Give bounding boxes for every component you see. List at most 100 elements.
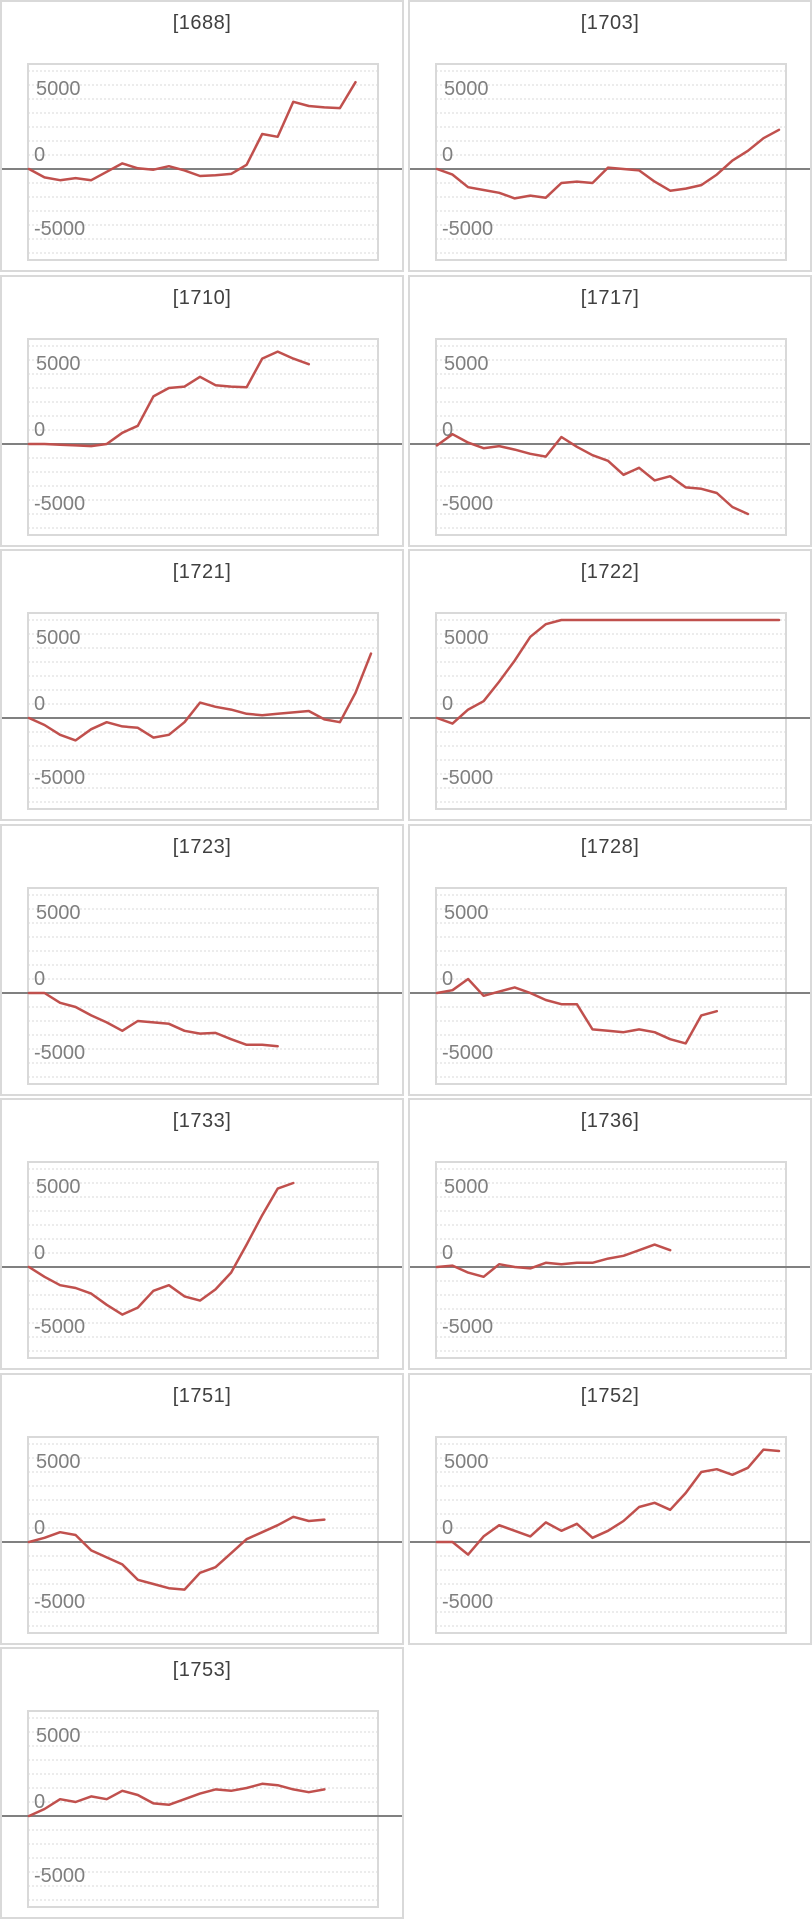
y-tick-label: 0 (34, 968, 45, 990)
series-line (27, 1782, 326, 1818)
series-line (27, 652, 373, 742)
chart-panel: [1733] 5000 0 -5000 (0, 1098, 404, 1370)
series-line (27, 1181, 295, 1316)
y-tick-label: -5000 (34, 1316, 85, 1338)
chart-svg: 5000 0 -5000 (2, 1161, 402, 1359)
chart-title: [1722] (580, 561, 640, 583)
chart-title: [1728] (580, 835, 640, 858)
y-tick-label: 0 (34, 1791, 45, 1813)
chart-svg: 5000 0 -5000 (410, 612, 810, 810)
y-tick-label: 0 (442, 144, 453, 166)
chart-title: [1753] (172, 1659, 232, 1681)
chart-svg: 5000 0 -5000 (410, 63, 810, 261)
chart-title: [1710] (172, 286, 232, 309)
chart-svg: 5000 0 -5000 (410, 1161, 810, 1359)
y-tick-label: 5000 (36, 1725, 81, 1747)
y-tick-label: -5000 (34, 1042, 85, 1064)
y-tick-label: 0 (442, 968, 453, 990)
chart-svg: 5000 0 -5000 (2, 337, 402, 536)
y-tick-label: 5000 (36, 78, 81, 100)
y-tick-label: 5000 (36, 353, 81, 375)
plot-frame (435, 337, 787, 536)
chart-svg: 5000 0 -5000 (2, 612, 402, 810)
y-tick-label: -5000 (34, 493, 85, 515)
chart-title: [1751] (172, 1384, 232, 1407)
chart-panel: [1717] 5000 0 -5000 (408, 274, 812, 547)
y-tick-label: 5000 (444, 902, 489, 924)
y-tick-label: -5000 (34, 767, 85, 789)
chart-svg: 5000 0 -5000 (2, 1435, 402, 1634)
y-tick-label: 0 (442, 1517, 453, 1539)
plot-frame (27, 1710, 379, 1908)
y-tick-label: -5000 (34, 218, 85, 240)
chart-title: [1717] (580, 286, 640, 309)
series-line (435, 977, 719, 1045)
chart-title: [1736] (580, 1110, 640, 1132)
plot-frame (435, 612, 787, 810)
plot-frame (27, 1161, 379, 1359)
series-line (27, 1515, 326, 1591)
chart-panel: [1722] 5000 0 -5000 (408, 549, 812, 821)
chart-svg: 5000 0 -5000 (2, 63, 402, 261)
y-tick-label: 5000 (36, 1176, 81, 1198)
y-tick-label: -5000 (34, 1865, 85, 1887)
chart-svg: 5000 0 -5000 (410, 886, 810, 1085)
plot-frame (435, 1435, 787, 1634)
y-tick-label: 0 (442, 693, 453, 715)
chart-panel: [1721] 5000 0 -5000 (0, 549, 404, 821)
y-tick-label: 0 (34, 419, 45, 441)
chart-panel: [1703] 5000 0 -5000 (408, 0, 812, 272)
y-tick-label: 5000 (444, 627, 489, 649)
chart-svg: 5000 0 -5000 (410, 1435, 810, 1634)
y-tick-label: 0 (34, 1242, 45, 1264)
plot-frame (27, 612, 379, 810)
chart-title: [1752] (580, 1384, 640, 1407)
chart-panel: [1736] 5000 0 -5000 (408, 1098, 812, 1370)
y-tick-label: -5000 (442, 1042, 493, 1064)
chart-panel: [1752] 5000 0 -5000 (408, 1372, 812, 1645)
plot-frame (27, 63, 379, 261)
chart-title: [1723] (172, 835, 232, 858)
chart-panel: [1723] 5000 0 -5000 (0, 823, 404, 1096)
chart-title: [1733] (172, 1110, 232, 1132)
chart-title: [1703] (580, 12, 640, 34)
y-tick-label: -5000 (442, 218, 493, 240)
y-tick-label: 5000 (444, 1451, 489, 1473)
series-line (27, 991, 279, 1047)
y-tick-label: 5000 (36, 902, 81, 924)
series-line (27, 80, 357, 182)
y-tick-label: 0 (34, 1517, 45, 1539)
chart-panel: [1751] 5000 0 -5000 (0, 1372, 404, 1645)
y-tick-label: -5000 (442, 1591, 493, 1613)
chart-panel: [1688] 5000 0 -5000 (0, 0, 404, 272)
series-line (435, 1243, 672, 1279)
y-tick-label: -5000 (34, 1591, 85, 1613)
y-tick-label: -5000 (442, 767, 493, 789)
y-tick-label: 5000 (444, 1176, 489, 1198)
plot-frame (27, 886, 379, 1085)
plot-frame (27, 337, 379, 536)
y-tick-label: -5000 (442, 493, 493, 515)
chart-panel: [1710] 5000 0 -5000 (0, 274, 404, 547)
plot-frame (435, 886, 787, 1085)
chart-panel: [1753] 5000 0 -5000 (0, 1647, 404, 1919)
y-tick-label: 0 (442, 419, 453, 441)
plot-frame (435, 1161, 787, 1359)
y-tick-label: 0 (34, 144, 45, 166)
plot-frame (27, 1435, 379, 1634)
y-tick-label: 5000 (36, 1451, 81, 1473)
plot-frame (435, 63, 787, 261)
chart-title: [1721] (172, 561, 232, 583)
y-tick-label: 5000 (444, 78, 489, 100)
chart-panel: [1728] 5000 0 -5000 (408, 823, 812, 1096)
chart-svg: 5000 0 -5000 (2, 886, 402, 1085)
y-tick-label: -5000 (442, 1316, 493, 1338)
chart-title: [1688] (172, 12, 232, 34)
y-tick-label: 0 (34, 693, 45, 715)
chart-svg: 5000 0 -5000 (2, 1710, 402, 1908)
y-tick-label: 5000 (444, 353, 489, 375)
chart-svg: 5000 0 -5000 (410, 337, 810, 536)
y-tick-label: 5000 (36, 627, 81, 649)
series-line (435, 128, 781, 200)
